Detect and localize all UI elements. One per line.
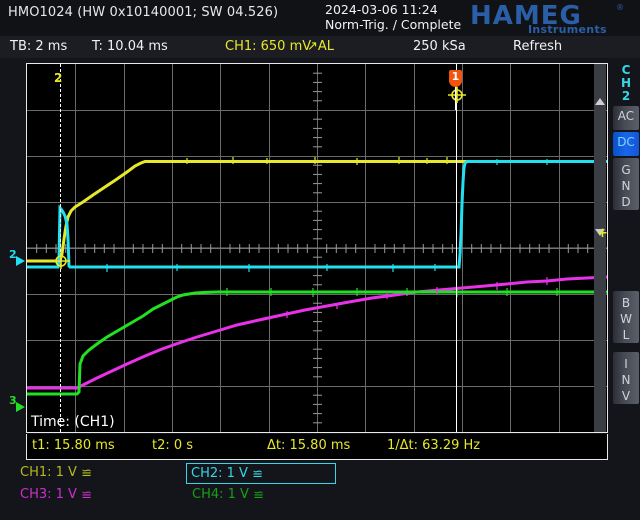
- title-bar: HMO1024 (HW 0x10140001; SW 04.526) 2024-…: [0, 0, 640, 36]
- cursor-measurement-bar: t1: 15.80 ms t2: 0 s Δt: 15.80 ms 1/Δt: …: [26, 434, 608, 460]
- ch3-ground-marker-arrow-icon[interactable]: [16, 402, 25, 412]
- datetime-label: 2024-03-06 11:24: [325, 2, 438, 17]
- ch2-ground-marker-arrow-icon[interactable]: [16, 256, 25, 266]
- ch4-label: CH4: [192, 487, 220, 502]
- cursor-t1-label: 2: [54, 71, 63, 85]
- trace-ch4: [27, 290, 607, 396]
- ch2-label: CH2: [191, 466, 219, 481]
- ch2-coupling-icon: ≌: [252, 467, 263, 482]
- waveform-traces: [27, 157, 607, 396]
- cursor-t1-line[interactable]: [60, 64, 61, 432]
- ch2-ground-marker-label[interactable]: 2: [9, 248, 17, 261]
- trigger-slope-icon[interactable]: ↗AL: [307, 39, 335, 54]
- trigger-source-readout[interactable]: CH1: 650 mV: [225, 39, 312, 54]
- side-menu-button-gnd[interactable]: G N D: [613, 158, 639, 210]
- side-menu-button-ac[interactable]: AC: [613, 106, 639, 130]
- measurement-source-label: Time: (CH1): [31, 414, 115, 430]
- side-menu-button-inv[interactable]: I N V: [613, 352, 639, 404]
- scroll-up-indicator-icon[interactable]: [595, 98, 605, 105]
- trace-ch2: [27, 160, 607, 269]
- side-menu-button-dc[interactable]: DC: [613, 132, 639, 156]
- channel-chip-ch4[interactable]: CH4: 1 V ≌: [192, 487, 264, 503]
- scroll-down-indicator-icon[interactable]: [595, 229, 605, 236]
- side-menu-button-bwl[interactable]: B W L: [613, 291, 639, 343]
- trigger-position-crosshair-icon[interactable]: [448, 86, 466, 104]
- cursor-t2-line[interactable]: [456, 64, 457, 432]
- ch3-label: CH3: [20, 487, 48, 502]
- bwl-letter-b: B: [621, 296, 631, 310]
- inv-letter-i: I: [624, 357, 628, 371]
- bwl-letter-w: W: [620, 312, 632, 326]
- brand-wordmark: HAMEG: [470, 1, 582, 31]
- side-menu: C H 2 AC DC G N D B W L I N V: [612, 58, 640, 458]
- bwl-letter-l: L: [622, 328, 630, 342]
- hameg-logo: HAMEG ® Instruments: [470, 1, 630, 36]
- timebase-readout[interactable]: TB: 2 ms: [10, 39, 68, 54]
- ch4-coupling-icon: ≌: [253, 488, 264, 503]
- gnd-letter-n: N: [621, 179, 631, 193]
- measurement-frequency[interactable]: 1/Δt: 63.29 Hz: [387, 438, 481, 453]
- trigger-time-readout[interactable]: T: 10.04 ms: [92, 39, 168, 54]
- registered-mark: ®: [616, 3, 624, 12]
- ch1-label: CH1: [20, 465, 48, 480]
- trace-noise: [106, 157, 558, 318]
- trace-ch3: [27, 275, 607, 390]
- gnd-letter-d: D: [621, 195, 631, 209]
- acquisition-mode-readout[interactable]: Refresh: [513, 39, 563, 54]
- trace-ch1: [27, 160, 607, 263]
- channel-legend: CH1: 1 V ≌ CH2: 1 V ≌ CH3: 1 V ≌ CH4: 1 …: [0, 460, 640, 520]
- sample-count-readout[interactable]: 250 kSa: [413, 39, 466, 54]
- info-bar: TB: 2 ms T: 10.04 ms CH1: 650 mV ↗AL 250…: [0, 36, 640, 58]
- trigger-state-label: Norm-Trig. / Complete: [325, 17, 462, 32]
- side-menu-title-c: C: [621, 63, 631, 77]
- channel-chip-ch1[interactable]: CH1: 1 V ≌: [20, 465, 92, 481]
- ch3-ground-marker-label[interactable]: 3: [9, 394, 17, 407]
- trigger-marker-badge[interactable]: 1: [449, 70, 462, 87]
- ch4-scale: 1 V: [227, 487, 249, 502]
- device-id-label: HMO1024 (HW 0x10140001; SW 04.526): [8, 5, 279, 20]
- ch2-scale: 1 V: [226, 466, 248, 481]
- inv-letter-n: N: [621, 373, 631, 387]
- channel-chip-ch3[interactable]: CH3: 1 V ≌: [20, 487, 92, 503]
- ch1-coupling-icon: ≌: [81, 466, 92, 481]
- inv-letter-v: V: [621, 389, 631, 403]
- measurement-t1[interactable]: t1: 15.80 ms: [32, 438, 115, 453]
- ch3-scale: 1 V: [55, 487, 77, 502]
- ch3-coupling-icon: ≌: [81, 488, 92, 503]
- ch1-ground-marker-icon[interactable]: [52, 252, 70, 270]
- gnd-letter-g: G: [621, 163, 631, 177]
- measurement-t2[interactable]: t2: 0 s: [152, 438, 194, 453]
- trigger-marker-stem: [455, 86, 456, 110]
- side-menu-title-h: H: [620, 76, 632, 90]
- waveform-graticule[interactable]: [26, 63, 608, 433]
- side-menu-title-2: 2: [621, 89, 631, 103]
- brand-subtitle: Instruments: [528, 23, 607, 36]
- ch1-offset-marker-icon: +: [597, 226, 608, 241]
- waveform-plot-area[interactable]: [27, 64, 607, 432]
- channel-chip-ch2[interactable]: CH2: 1 V ≌: [186, 463, 336, 484]
- vertical-scrollbar[interactable]: [594, 64, 606, 432]
- measurement-delta-t[interactable]: Δt: 15.80 ms: [267, 438, 351, 453]
- graticule-minor-ticks: [27, 72, 607, 424]
- ch1-scale: 1 V: [55, 465, 77, 480]
